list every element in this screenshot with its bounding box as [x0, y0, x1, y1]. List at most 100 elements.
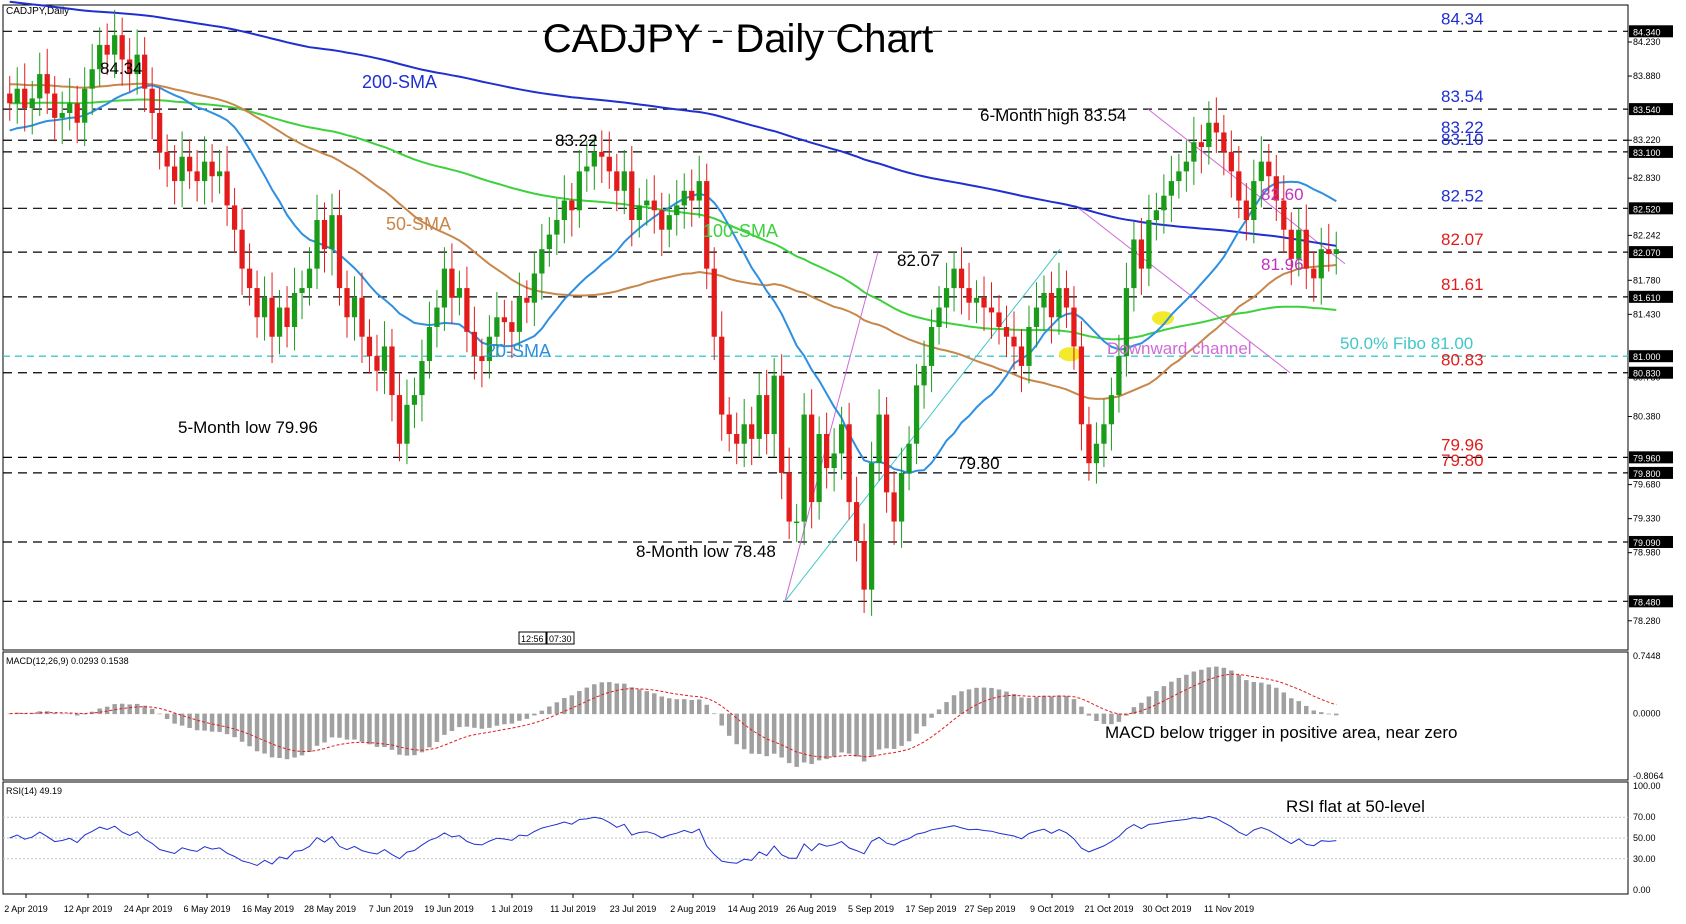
level-label: 83.54 [1441, 87, 1484, 106]
candle-body [501, 317, 507, 323]
y-tick-label: 83.880 [1633, 71, 1661, 81]
macd-bar [779, 713, 784, 758]
macd-bar [434, 713, 440, 742]
macd-bar [884, 713, 889, 749]
macd-bar [142, 705, 147, 715]
candle-body [936, 307, 942, 327]
macd-bar [914, 713, 919, 734]
macd-bar [1199, 669, 1204, 715]
candle-body [734, 434, 740, 444]
price-tag-label: 83.540 [1633, 105, 1661, 115]
macd-bar [509, 713, 515, 724]
candle-body [981, 297, 987, 308]
macd-bar [1041, 695, 1047, 715]
macd-bar [262, 713, 267, 754]
candle-body [1303, 229, 1309, 269]
candle-body [883, 414, 890, 493]
macd-bar [794, 713, 799, 767]
candle-body [1146, 220, 1152, 269]
candle-body [336, 215, 343, 289]
candle-body [216, 171, 223, 177]
rsi-line [9, 815, 1337, 867]
macd-bar [1259, 682, 1264, 715]
macd-bar [1184, 674, 1189, 715]
macd-bar [59, 713, 65, 715]
candle-body [7, 93, 13, 104]
y-tick-label: 80.380 [1633, 411, 1661, 421]
macd-bar [674, 699, 679, 715]
macd-bar [1214, 666, 1219, 715]
macd-bar [517, 713, 522, 721]
candle-body [239, 229, 245, 269]
macd-bar [629, 687, 635, 715]
candle-body [644, 200, 650, 206]
macd-bar [1319, 712, 1324, 715]
macd-bar [209, 713, 215, 732]
macd-bar [599, 682, 605, 715]
candle-body [344, 288, 350, 318]
candle-body [1281, 200, 1287, 230]
candle-body [996, 312, 1002, 327]
level-label: 79.96 [1441, 435, 1484, 454]
macd-bar [786, 713, 792, 764]
candle-body [441, 268, 448, 308]
macd-bar [472, 713, 477, 728]
macd-bar [809, 713, 814, 765]
macd-bar [284, 713, 290, 760]
macd-bar [861, 713, 867, 762]
candle-body [142, 54, 148, 89]
candle-body [366, 336, 373, 357]
macd-bar [404, 713, 410, 756]
macd-bar [1026, 697, 1032, 715]
candle-body [359, 297, 365, 337]
candle-body [97, 44, 103, 70]
cross-marker [1059, 347, 1081, 362]
x-tick-label: 1 Jul 2019 [491, 904, 533, 914]
macd-bar [524, 713, 530, 719]
candle-body [951, 268, 957, 289]
candle-body [891, 492, 897, 522]
macd-bar [816, 713, 822, 761]
price-tag-label: 80.830 [1633, 369, 1661, 379]
macd-bar [134, 703, 140, 715]
macd-bar [389, 713, 395, 750]
candle-body [426, 327, 433, 362]
candle-body [584, 166, 590, 172]
macd-bar [1161, 686, 1167, 715]
macd-bar [247, 713, 252, 747]
rsi-annotation: RSI flat at 50-level [1286, 797, 1425, 816]
macd-y-tick: 0.7448 [1633, 651, 1661, 661]
macd-bar [112, 704, 117, 715]
macd-bar [449, 713, 455, 731]
macd-bar [67, 713, 72, 715]
candle-body [1236, 171, 1242, 201]
candle-body [973, 297, 980, 303]
macd-bar [1206, 667, 1212, 715]
x-tick-label: 16 May 2019 [242, 904, 294, 914]
x-tick-label: 21 Oct 2019 [1084, 904, 1133, 914]
candle-body [606, 156, 612, 172]
macd-bar [1101, 713, 1107, 724]
macd-bar [726, 713, 732, 736]
candle-body [779, 375, 785, 473]
candle-body [1116, 356, 1122, 396]
price-tag-label: 79.800 [1633, 469, 1661, 479]
macd-bar [97, 708, 102, 715]
macd-bar [442, 713, 447, 735]
macd-bar [487, 713, 492, 728]
main-panel-frame [2, 4, 1629, 651]
candle-body [1168, 181, 1174, 196]
macd-bar [479, 713, 485, 729]
x-tick-label: 19 Jun 2019 [424, 904, 474, 914]
candle-body [539, 249, 545, 274]
candle-body [127, 59, 133, 75]
candle-body [846, 424, 852, 503]
channel-value-label: 81.96 [1261, 255, 1304, 274]
candle-body [704, 181, 710, 269]
price-tag-bg [1629, 246, 1673, 259]
point-annotation: 6-Month high 83.54 [980, 106, 1127, 125]
macd-bar [1139, 702, 1144, 715]
x-tick-label: 6 May 2019 [183, 904, 230, 914]
macd-bar [104, 706, 110, 715]
candle-body [149, 88, 155, 113]
